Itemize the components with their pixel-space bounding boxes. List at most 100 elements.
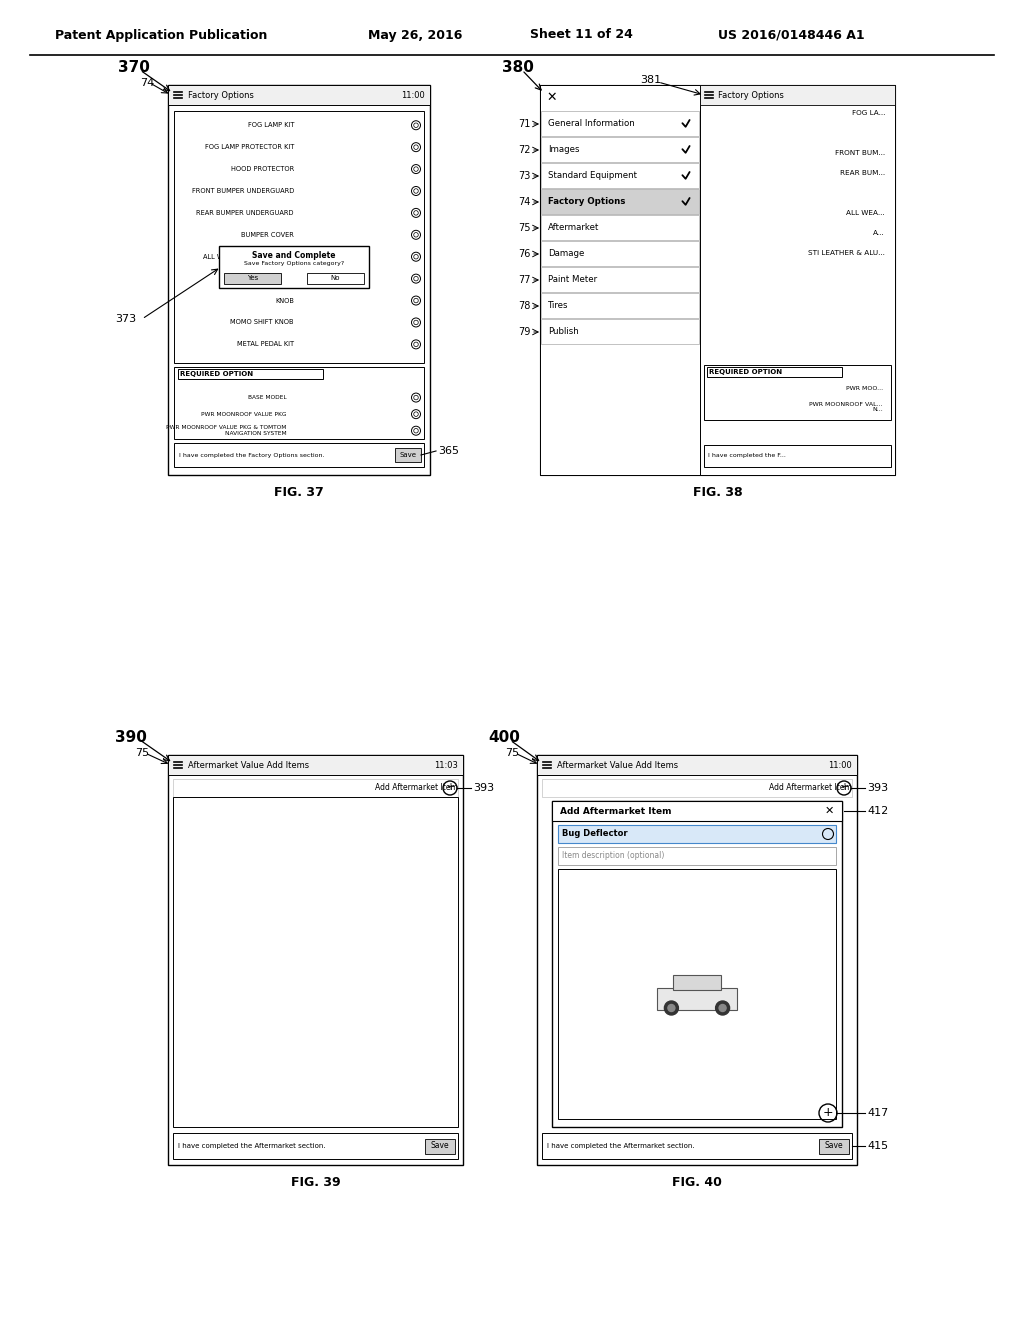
Text: 11:00: 11:00 (828, 760, 852, 770)
Bar (558, 869, 836, 1119)
Text: 75: 75 (135, 748, 150, 758)
Bar (174, 367, 424, 440)
Text: Damage: Damage (548, 249, 585, 259)
Text: 412: 412 (867, 807, 888, 816)
Text: 73: 73 (518, 172, 530, 181)
Text: PWR MOONROOF VALUE PKG & TOMTOM
NAVIGATION SYSTEM: PWR MOONROOF VALUE PKG & TOMTOM NAVIGATI… (166, 425, 287, 436)
Bar (174, 444, 424, 467)
Text: 365: 365 (438, 446, 459, 455)
Text: Images: Images (548, 145, 580, 154)
Text: KNOB: KNOB (275, 297, 294, 304)
Text: Tires: Tires (548, 301, 568, 310)
Text: Aftermarket Value Add Items: Aftermarket Value Add Items (188, 760, 309, 770)
Text: 77: 77 (518, 275, 530, 285)
Bar (168, 84, 430, 475)
Text: 415: 415 (867, 1140, 888, 1151)
Text: FIG. 40: FIG. 40 (672, 1176, 722, 1189)
Bar (540, 84, 895, 475)
Text: 79: 79 (518, 327, 530, 337)
Text: 380: 380 (502, 59, 534, 74)
Text: Save: Save (431, 1142, 450, 1151)
Text: ALL WEA...: ALL WEA... (847, 210, 885, 216)
Text: Save: Save (824, 1142, 844, 1151)
Text: Bug Deflector: Bug Deflector (562, 829, 628, 838)
Bar (219, 246, 369, 288)
Text: Factory Options: Factory Options (548, 198, 626, 206)
Bar (700, 84, 895, 475)
Text: Publish: Publish (548, 327, 579, 337)
Bar (552, 801, 842, 821)
Text: I have completed the Aftermarket section.: I have completed the Aftermarket section… (178, 1143, 326, 1148)
Text: HOOD PROTECTOR: HOOD PROTECTOR (230, 166, 294, 172)
Bar (705, 445, 891, 467)
Text: Item description (optional): Item description (optional) (562, 851, 665, 861)
Bar (552, 801, 842, 1127)
Bar (537, 755, 857, 1166)
Text: 75: 75 (505, 748, 519, 758)
Text: REAR BUM...: REAR BUM... (840, 170, 885, 176)
Bar (673, 975, 721, 990)
Text: LOCKS: LOCKS (272, 276, 294, 281)
Text: ✕: ✕ (824, 807, 834, 816)
Text: Add Aftermarket Item: Add Aftermarket Item (769, 784, 852, 792)
Text: 11:00: 11:00 (401, 91, 425, 99)
Text: ALL WEATHER FLOOR MATS: ALL WEATHER FLOOR MATS (204, 253, 294, 260)
Text: US 2016/0148446 A1: US 2016/0148446 A1 (718, 29, 864, 41)
Text: General Information: General Information (548, 120, 635, 128)
Bar (173, 797, 458, 1127)
Text: +: + (840, 783, 848, 792)
Circle shape (665, 1001, 679, 1015)
Text: May 26, 2016: May 26, 2016 (368, 29, 463, 41)
Text: FIG. 37: FIG. 37 (274, 487, 324, 499)
Text: FOG LAMP KIT: FOG LAMP KIT (248, 123, 294, 128)
Bar (307, 273, 364, 284)
Bar (705, 366, 891, 420)
Bar (224, 273, 281, 284)
Bar (173, 1133, 458, 1159)
Text: Paint Meter: Paint Meter (548, 276, 597, 285)
Text: BUMPER COVER: BUMPER COVER (241, 232, 294, 238)
Text: 71: 71 (518, 119, 530, 129)
Text: +: + (446, 783, 454, 792)
Text: 390: 390 (115, 730, 146, 744)
Text: REQUIRED OPTION: REQUIRED OPTION (709, 370, 782, 375)
Bar (541, 137, 699, 162)
Bar (174, 111, 424, 363)
Text: 373: 373 (115, 314, 136, 323)
Text: I have completed the F...: I have completed the F... (708, 454, 785, 458)
Text: 400: 400 (488, 730, 520, 744)
Text: Add Aftermarket Item: Add Aftermarket Item (560, 807, 672, 816)
Text: MOMO SHIFT KNOB: MOMO SHIFT KNOB (230, 319, 294, 326)
Bar (541, 215, 699, 240)
Text: 78: 78 (518, 301, 530, 312)
Text: 417: 417 (867, 1107, 888, 1118)
Text: 72: 72 (518, 145, 530, 154)
Bar (541, 267, 699, 292)
Text: A...: A... (873, 230, 885, 236)
Text: Aftermarket: Aftermarket (548, 223, 599, 232)
Bar (558, 847, 836, 865)
Text: Save Factory Options category?: Save Factory Options category? (244, 261, 344, 265)
Text: Patent Application Publication: Patent Application Publication (55, 29, 267, 41)
Text: 74: 74 (518, 197, 530, 207)
Bar (168, 755, 463, 1166)
Text: PWR MOO...: PWR MOO... (846, 387, 883, 392)
Text: 75: 75 (518, 223, 530, 234)
Text: FIG. 38: FIG. 38 (692, 487, 742, 499)
Text: FOG LA...: FOG LA... (852, 110, 885, 116)
Bar (425, 1138, 455, 1154)
Bar (819, 1138, 849, 1154)
Bar (542, 779, 852, 797)
Text: No: No (331, 276, 340, 281)
Text: BASE MODEL: BASE MODEL (248, 395, 287, 400)
Text: I have completed the Factory Options section.: I have completed the Factory Options sec… (179, 453, 325, 458)
Text: REAR BUMPER UNDERGUARD: REAR BUMPER UNDERGUARD (197, 210, 294, 216)
Text: Add Aftermarket Item: Add Aftermarket Item (375, 784, 458, 792)
Bar (541, 189, 699, 214)
Text: Sheet 11 of 24: Sheet 11 of 24 (530, 29, 633, 41)
Circle shape (716, 1001, 729, 1015)
Text: Standard Equipment: Standard Equipment (548, 172, 637, 181)
Text: STI LEATHER & ALU...: STI LEATHER & ALU... (808, 249, 885, 256)
Text: 11:03: 11:03 (434, 760, 458, 770)
Bar (707, 367, 842, 378)
